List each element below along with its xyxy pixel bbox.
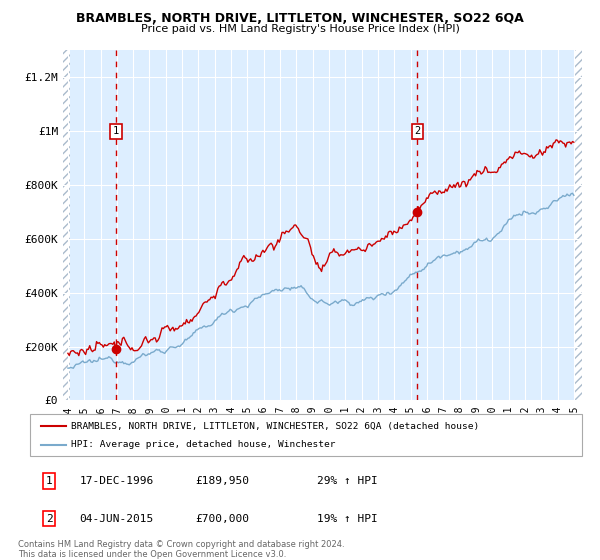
Text: £189,950: £189,950 — [196, 476, 250, 486]
Text: £700,000: £700,000 — [196, 514, 250, 524]
Text: 04-JUN-2015: 04-JUN-2015 — [80, 514, 154, 524]
Text: Price paid vs. HM Land Registry's House Price Index (HPI): Price paid vs. HM Land Registry's House … — [140, 24, 460, 34]
Text: 17-DEC-1996: 17-DEC-1996 — [80, 476, 154, 486]
Text: Contains HM Land Registry data © Crown copyright and database right 2024.
This d: Contains HM Land Registry data © Crown c… — [18, 540, 344, 559]
Text: 2: 2 — [415, 126, 421, 136]
Bar — [63, 50, 70, 400]
Text: 1: 1 — [46, 476, 53, 486]
FancyBboxPatch shape — [30, 414, 582, 456]
Text: 1: 1 — [113, 126, 119, 136]
Bar — [575, 50, 582, 400]
Text: 19% ↑ HPI: 19% ↑ HPI — [317, 514, 378, 524]
Text: BRAMBLES, NORTH DRIVE, LITTLETON, WINCHESTER, SO22 6QA (detached house): BRAMBLES, NORTH DRIVE, LITTLETON, WINCHE… — [71, 422, 479, 431]
Text: BRAMBLES, NORTH DRIVE, LITTLETON, WINCHESTER, SO22 6QA: BRAMBLES, NORTH DRIVE, LITTLETON, WINCHE… — [76, 12, 524, 25]
Text: 2: 2 — [46, 514, 53, 524]
Text: 29% ↑ HPI: 29% ↑ HPI — [317, 476, 378, 486]
Text: HPI: Average price, detached house, Winchester: HPI: Average price, detached house, Winc… — [71, 440, 336, 449]
